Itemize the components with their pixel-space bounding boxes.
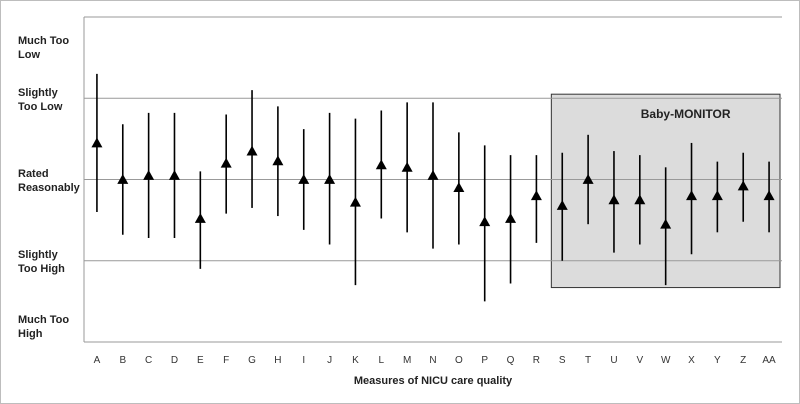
data-points [91, 73, 775, 302]
point-I [298, 174, 310, 184]
point-J [324, 174, 336, 184]
x-tick-V: V [636, 355, 643, 366]
y-label-0-line-0: Much Too [18, 35, 69, 47]
x-tick-Q: Q [507, 355, 515, 366]
point-Q [505, 213, 517, 223]
x-tick-I: I [302, 355, 305, 366]
point-C [143, 169, 155, 180]
x-tick-U: U [610, 355, 617, 366]
point-M [401, 161, 413, 172]
x-tick-M: M [403, 355, 411, 366]
point-G [246, 145, 258, 156]
point-R [530, 190, 542, 201]
y-label-3-line-1: Too High [18, 263, 65, 275]
point-S [556, 200, 568, 210]
y-label-0: Much Too Low [18, 35, 69, 61]
point-X [686, 190, 698, 201]
x-tick-A: A [94, 355, 101, 366]
x-axis-title: Measures of NICU care quality [354, 375, 513, 387]
x-tick-C: C [145, 355, 152, 366]
x-tick-J: J [327, 355, 332, 366]
y-label-4: Much Too High [18, 314, 69, 340]
x-tick-H: H [274, 355, 281, 366]
point-U [608, 194, 620, 205]
point-AA [763, 190, 775, 201]
y-label-4-line-1: High [18, 328, 43, 340]
x-tick-K: K [352, 355, 359, 366]
point-O [453, 182, 465, 193]
y-label-1-line-0: Slightly [18, 87, 59, 99]
baby-monitor-label: Baby-MONITOR [641, 107, 731, 121]
point-W [660, 218, 672, 229]
point-V [634, 194, 646, 205]
x-tick-F: F [223, 355, 229, 366]
x-tick-O: O [455, 355, 463, 366]
y-label-4-line-0: Much Too [18, 314, 69, 326]
x-tick-D: D [171, 355, 178, 366]
point-F [220, 157, 232, 168]
x-tick-Y: Y [714, 355, 721, 366]
x-tick-X: X [688, 355, 695, 366]
y-axis-labels: Much Too Low Slightly Too Low Rated Reasonabl… [18, 35, 81, 340]
point-K [349, 196, 361, 207]
x-tick-G: G [248, 355, 256, 366]
point-Y [711, 190, 723, 201]
x-tick-R: R [533, 355, 540, 366]
point-B [117, 174, 129, 184]
point-D [168, 169, 180, 180]
point-E [194, 213, 206, 223]
x-tick-Z: Z [740, 355, 746, 366]
x-tick-S: S [559, 355, 566, 366]
y-label-2: Rated Reasonably [18, 168, 81, 194]
point-N [427, 169, 439, 180]
point-T [582, 174, 594, 184]
x-tick-P: P [481, 355, 488, 366]
y-label-2-line-1: Reasonably [18, 182, 81, 194]
y-label-2-line-0: Rated [18, 168, 49, 180]
y-label-3: Slightly Too High [18, 249, 65, 275]
x-tick-E: E [197, 355, 204, 366]
x-tick-AA: AA [762, 355, 776, 366]
point-L [375, 159, 387, 170]
y-label-0-line-1: Low [18, 49, 40, 61]
y-label-1-line-1: Too Low [18, 101, 63, 113]
x-tick-W: W [661, 355, 671, 366]
point-A [91, 137, 103, 148]
x-axis-tick-labels: A B C D E F G H I J K L M N O P Q R S T U V W X Y Z AA [94, 355, 776, 366]
point-Z [737, 180, 749, 191]
y-label-3-line-0: Slightly [18, 249, 59, 261]
x-tick-L: L [379, 355, 385, 366]
x-tick-B: B [119, 355, 126, 366]
x-tick-N: N [429, 355, 436, 366]
point-H [272, 155, 284, 166]
x-tick-T: T [585, 355, 591, 366]
y-label-1: Slightly Too Low [18, 87, 63, 113]
point-P [479, 216, 491, 227]
